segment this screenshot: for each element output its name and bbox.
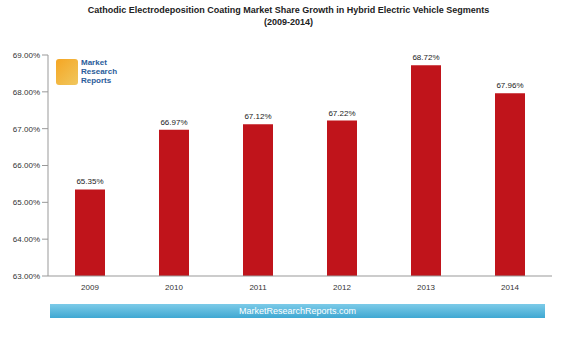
svg-text:2009: 2009 xyxy=(81,283,99,292)
html-text:Research: Research xyxy=(81,67,117,76)
svg-text:64.00%: 64.00% xyxy=(13,235,40,244)
svg-text:67.22%: 67.22% xyxy=(328,109,355,118)
svg-text:2013: 2013 xyxy=(417,283,435,292)
svg-text:65.35%: 65.35% xyxy=(76,177,103,186)
html-text:Cathodic Electrodeposition Coa: Cathodic Electrodeposition Coating Marke… xyxy=(87,5,490,15)
svg-text:67.12%: 67.12% xyxy=(244,112,271,121)
svg-text:66.00%: 66.00% xyxy=(13,161,40,170)
html-text:(2009-2014): (2009-2014) xyxy=(264,17,313,27)
svg-text:63.00%: 63.00% xyxy=(13,272,40,281)
svg-text:67.00%: 67.00% xyxy=(13,125,40,134)
svg-text:2012: 2012 xyxy=(333,283,351,292)
svg-text:68.00%: 68.00% xyxy=(13,88,40,97)
svg-text:2014: 2014 xyxy=(501,283,519,292)
svg-text:67.96%: 67.96% xyxy=(496,81,523,90)
svg-text:69.00%: 69.00% xyxy=(13,51,40,60)
svg-text:68.72%: 68.72% xyxy=(412,53,439,62)
svg-text:66.97%: 66.97% xyxy=(160,118,187,127)
svg-text:2010: 2010 xyxy=(165,283,183,292)
html-text:Market: Market xyxy=(81,58,107,67)
svg-text:65.00%: 65.00% xyxy=(13,198,40,207)
svg-text:2011: 2011 xyxy=(249,283,267,292)
html-text:MarketResearchReports.com: MarketResearchReports.com xyxy=(239,306,356,316)
html-text:Reports: Reports xyxy=(81,76,112,85)
